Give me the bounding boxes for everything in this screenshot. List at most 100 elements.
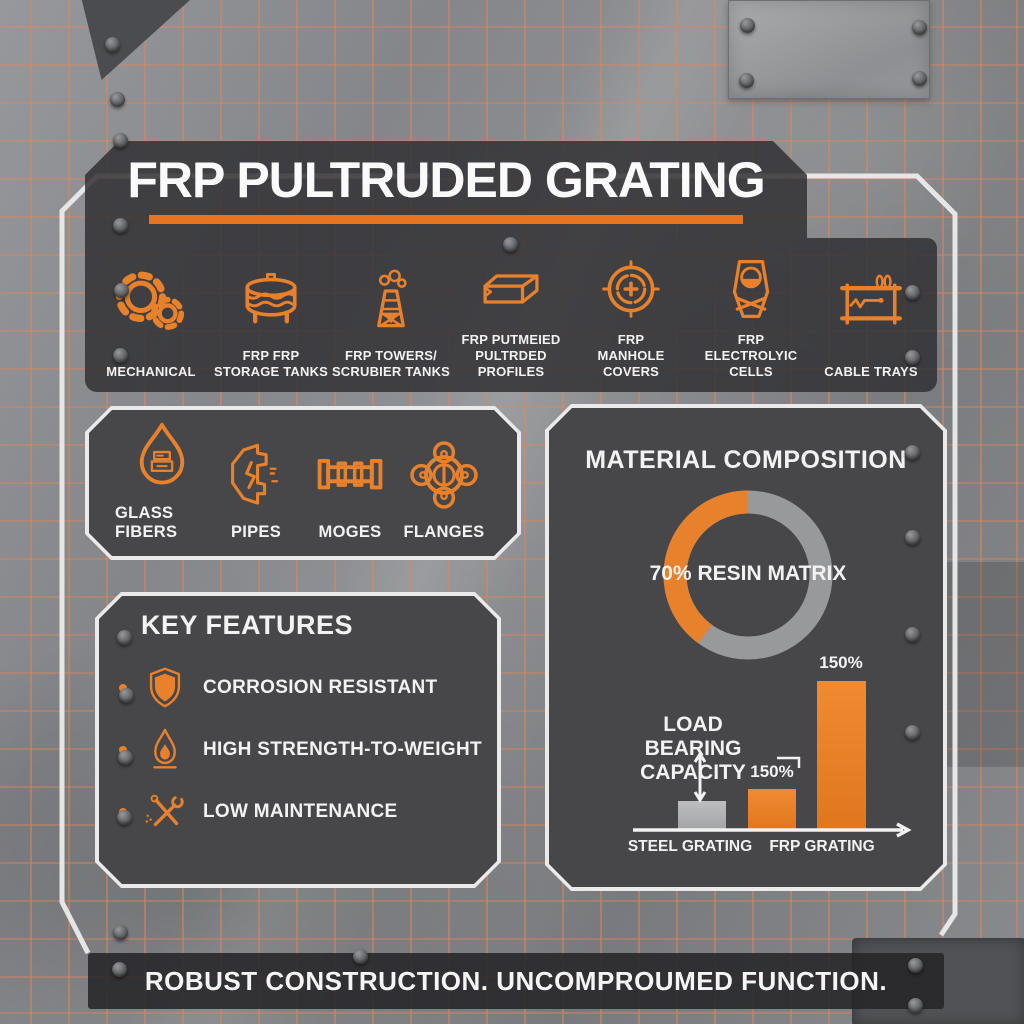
product-item-towers: FRP TOWERS/SCRUBIER TANKS (331, 268, 451, 380)
product-label-line1: FRP TOWERS/ (344, 348, 437, 363)
manhole-cover-icon (602, 260, 660, 318)
rivet (739, 73, 754, 88)
material-composition-panel: MATERIAL COMPOSITION 70% RESIN MATRIX LO… (545, 404, 947, 891)
product-label-line2: CABLE TRAYS (824, 364, 918, 379)
product-label-line1: FRP PUTMEIED (461, 332, 561, 347)
material-composition-donut-chart (648, 475, 848, 675)
product-label-line2: STORAGE TANKS (213, 364, 329, 379)
product-item-manhole-covers: FRP MANHOLE COVERS (571, 253, 691, 380)
rivet (503, 237, 518, 252)
bracket-mark (777, 758, 799, 768)
rivet (105, 37, 120, 52)
rivet (905, 285, 920, 300)
rivet (117, 810, 132, 825)
product-label-line1: FRP (617, 332, 645, 347)
component-item-moges: MOGES (303, 436, 397, 542)
key-features-panel: KEY FEATURES CORROSION RESISTANT HIGH ST… (95, 592, 501, 888)
cable-tray-icon (840, 274, 902, 325)
bar-value-label: 150% (819, 653, 863, 672)
rivet (905, 445, 920, 460)
rivet (740, 18, 755, 33)
product-item-mechanical: MECHANICAL (91, 268, 211, 380)
bar-label-frp-grating: FRP GRATING (769, 838, 875, 855)
rivet (113, 348, 128, 363)
component-label: GLASS FIBERS (115, 504, 178, 541)
rivet (118, 750, 133, 765)
donut-center-label: 70% RESIN MATRIX (649, 562, 847, 585)
material-composition-heading: MATERIAL COMPOSITION (585, 446, 907, 474)
axis-arrowhead (897, 824, 908, 836)
beam-profile-icon (483, 274, 539, 304)
rivet (112, 962, 127, 977)
tower-icon (377, 269, 407, 328)
feature-high-strength: HIGH STRENGTH-TO-WEIGHT (119, 726, 482, 774)
key-features-heading: KEY FEATURES (141, 610, 354, 640)
tools-icon (141, 788, 189, 836)
feature-label: LOW MAINTENANCE (203, 801, 398, 822)
rivet (117, 630, 132, 645)
flame-icon (141, 726, 189, 774)
rivet (908, 958, 923, 973)
component-label: MOGES (318, 523, 382, 541)
product-icon-strip: MECHANICAL FRP FRP STORAGE TANKS (85, 238, 937, 392)
product-label-line2: PULTRDED PROFILES (475, 348, 547, 379)
rivet (912, 20, 927, 35)
footer-tagline: ROBUST CONSTRUCTION. UNCOMPROUMED FUNCTI… (144, 965, 888, 996)
rivet (113, 218, 128, 233)
product-label-line1: FRP (737, 332, 765, 347)
feature-low-maintenance: LOW MAINTENANCE (119, 788, 397, 836)
feature-label: CORROSION RESISTANT (203, 677, 438, 698)
component-item-pipes: PIPES (209, 436, 303, 542)
shield-icon (141, 664, 189, 712)
bar-value-label: 150% (750, 762, 794, 781)
rivet (119, 688, 134, 703)
product-label-line2: SCRUBIER TANKS (331, 364, 451, 379)
bar-steel-grating (678, 801, 726, 830)
pipe-coupling-icon (311, 436, 389, 514)
title-panel: FRP PULTRUDED GRATING (85, 141, 807, 238)
product-label-line2: MANHOLE COVERS (597, 348, 665, 379)
key-features-surface (99, 596, 497, 884)
load-bearing-heading-line1: LOAD BEARING (644, 713, 742, 760)
broken-pipe-icon (217, 436, 295, 514)
rivet (113, 925, 128, 940)
product-label-line2: ELECTROLYIC CELLS (704, 348, 798, 379)
rivet (353, 949, 368, 964)
rivet (905, 725, 920, 740)
rivet (114, 283, 129, 298)
rivet (110, 92, 125, 107)
product-item-storage-tanks: FRP FRP STORAGE TANKS (211, 268, 331, 380)
rivet (908, 998, 923, 1013)
page-title: FRP PULTRUDED GRATING (127, 152, 765, 208)
product-label-line2: MECHANICAL (106, 364, 196, 379)
feature-label: HIGH STRENGTH-TO-WEIGHT (203, 739, 482, 760)
footer-banner: ROBUST CONSTRUCTION. UNCOMPROUMED FUNCTI… (88, 953, 944, 1009)
feature-corrosion-resistant: CORROSION RESISTANT (119, 664, 437, 712)
title-underline (149, 215, 743, 224)
bar-frp-mid (748, 789, 796, 830)
rivet (905, 350, 920, 365)
flange-icon (405, 436, 483, 514)
gears-icon (115, 271, 185, 330)
component-item-flanges: FLANGES (397, 436, 491, 542)
bar-chart-axis (545, 404, 947, 891)
load-bearing-heading-line2: CAPACITY (640, 761, 746, 784)
riveted-metal-plate (728, 0, 930, 99)
component-item-glass-fibers: GLASS FIBERS (115, 417, 209, 542)
droplet-icon (123, 417, 201, 495)
components-panel: GLASS FIBERS PIPES MOGES (85, 406, 521, 560)
rivet (912, 71, 927, 86)
bar-frp-grating (817, 681, 866, 830)
bar-label-steel-grating: STEEL GRATING (627, 838, 753, 855)
product-item-profiles: FRP PUTMEIED PULTRDED PROFILES (451, 253, 571, 380)
product-item-cable-trays: CABLE TRAYS (811, 268, 931, 380)
product-item-electrolytic-cells: FRP ELECTROLYIC CELLS (691, 253, 811, 380)
rivet (905, 627, 920, 642)
rivet (113, 133, 128, 148)
electrolytic-cell-icon (732, 260, 770, 318)
storage-tank-icon (245, 273, 297, 324)
component-label: FLANGES (403, 523, 485, 541)
component-label: PIPES (230, 523, 282, 541)
rivet (905, 530, 920, 545)
